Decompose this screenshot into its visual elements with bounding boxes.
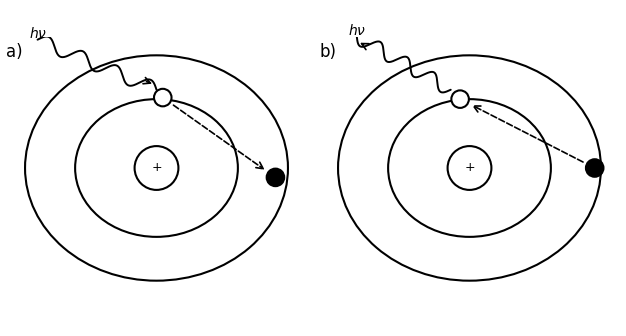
Text: a): a) [6,43,23,61]
Circle shape [267,169,284,186]
Text: $h\nu$: $h\nu$ [348,23,366,38]
Circle shape [135,146,178,190]
Text: $+$: $+$ [464,162,475,174]
Circle shape [154,89,172,106]
Text: $+$: $+$ [151,162,162,174]
Circle shape [586,159,603,177]
Text: b): b) [319,43,336,61]
Circle shape [451,90,469,108]
Circle shape [448,146,491,190]
Text: $h\nu$: $h\nu$ [29,26,47,41]
